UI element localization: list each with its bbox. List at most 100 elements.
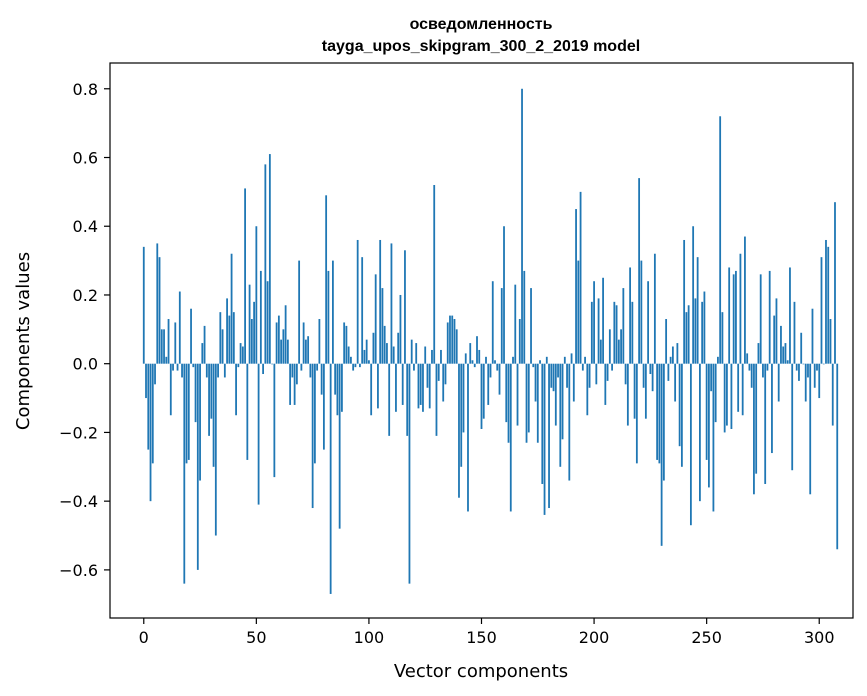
bar (804, 363, 807, 402)
bar (151, 363, 154, 464)
bar (782, 346, 785, 364)
bar (248, 284, 251, 364)
bar (717, 356, 719, 364)
bar (503, 226, 505, 364)
bar (210, 363, 213, 419)
bar (181, 363, 183, 378)
bar (602, 277, 604, 364)
bar (809, 363, 812, 495)
bar (322, 363, 325, 450)
bar (629, 267, 631, 364)
bar (406, 363, 409, 436)
bar (334, 363, 337, 395)
bar (147, 363, 150, 450)
bar (557, 363, 559, 378)
bar (433, 185, 436, 364)
bar (205, 363, 208, 378)
bar (541, 363, 544, 484)
bar (302, 322, 305, 364)
bar (825, 239, 827, 364)
bar (208, 363, 210, 436)
bar (212, 363, 215, 467)
bar (658, 363, 661, 464)
x-tick-label: 100 (354, 628, 385, 647)
bar (588, 363, 591, 388)
bar (307, 336, 310, 364)
bar (644, 363, 647, 419)
bar (816, 363, 818, 371)
bar (496, 363, 499, 371)
bars-group (142, 88, 839, 594)
bar (372, 332, 375, 364)
bar (626, 363, 629, 426)
bar (735, 270, 737, 364)
bar (653, 253, 656, 364)
bar (158, 257, 161, 364)
bar (286, 339, 289, 364)
bar (250, 319, 253, 364)
bar (613, 301, 616, 364)
bar (633, 363, 636, 419)
bar (183, 363, 186, 584)
bar (289, 363, 292, 405)
bar (320, 363, 323, 395)
bar (680, 363, 683, 467)
bar (291, 363, 294, 378)
bar (149, 363, 152, 502)
bar (377, 363, 379, 409)
bar (316, 363, 319, 371)
bar (428, 363, 431, 409)
bar (744, 236, 746, 364)
bar (525, 363, 528, 443)
bar (469, 343, 472, 364)
bar (773, 315, 776, 364)
bar (514, 284, 517, 364)
bar (757, 343, 760, 364)
bar (178, 291, 181, 364)
bar (638, 178, 641, 364)
y-tick-label: 0.8 (73, 80, 98, 99)
bar (295, 363, 298, 385)
y-tick-label: 0.2 (73, 286, 98, 305)
bar (485, 356, 487, 364)
bar (451, 315, 454, 364)
bar (404, 250, 406, 364)
bar (431, 349, 433, 364)
bar (620, 329, 622, 364)
bar (741, 363, 744, 416)
y-tick-label: 0.0 (73, 355, 98, 374)
bar (737, 363, 740, 412)
bar (156, 243, 159, 364)
bar (611, 363, 613, 371)
bar (777, 363, 780, 402)
bar (753, 363, 755, 495)
bar (604, 363, 607, 405)
bar (424, 346, 427, 364)
y-tick-label: −0.4 (59, 492, 98, 511)
bar (356, 239, 359, 364)
bar (160, 329, 163, 364)
bar (784, 343, 787, 364)
bar (831, 363, 834, 426)
bar (800, 332, 803, 364)
bar (516, 363, 519, 426)
x-tick-label: 250 (691, 628, 722, 647)
bar (392, 346, 395, 364)
bar (532, 363, 535, 368)
bar (491, 281, 494, 364)
bar (293, 363, 296, 405)
bar (748, 363, 751, 371)
bar (622, 288, 625, 364)
bar (665, 319, 668, 364)
bar (359, 363, 361, 368)
bar (829, 319, 832, 364)
bar (550, 363, 553, 388)
bar (304, 339, 307, 364)
bar (379, 239, 382, 364)
bar (482, 363, 485, 419)
bar (277, 315, 280, 364)
bar (464, 353, 467, 364)
bar (728, 267, 731, 364)
bar (766, 363, 769, 371)
bar (581, 363, 584, 371)
